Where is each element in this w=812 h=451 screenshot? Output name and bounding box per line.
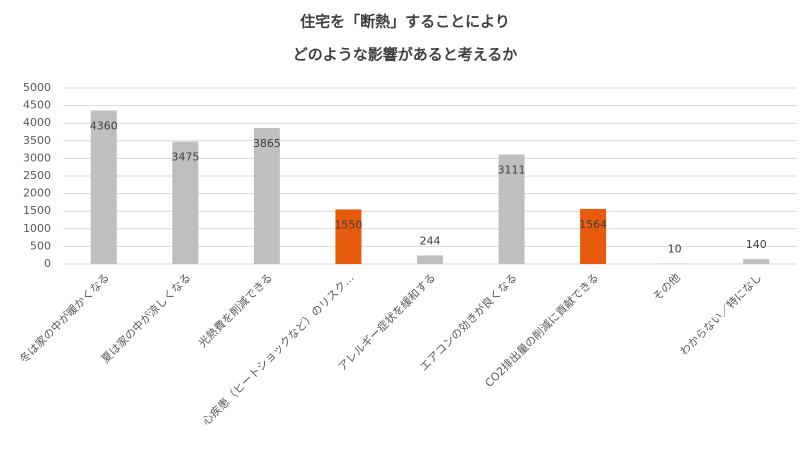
chart-title: どのような影響があると考えるか — [293, 46, 518, 64]
data-label: 10 — [668, 243, 682, 256]
y-tick-label: 2000 — [23, 187, 51, 200]
y-tick-label: 5000 — [23, 81, 51, 94]
data-label: 244 — [420, 234, 441, 247]
y-tick-label: 4000 — [23, 116, 51, 129]
x-tick-label: 冬は家の中が暖かくなる — [17, 270, 112, 365]
bar — [90, 110, 117, 264]
y-tick-label: 0 — [44, 257, 51, 270]
x-tick-label: 光熱費を削減できる — [195, 270, 275, 350]
bar — [172, 141, 199, 264]
data-label: 3111 — [498, 163, 526, 176]
data-label: 3865 — [253, 137, 281, 150]
y-tick-label: 3000 — [23, 151, 51, 164]
bar — [580, 208, 607, 264]
data-label: 3475 — [171, 151, 199, 164]
data-label: 4360 — [90, 120, 118, 133]
y-tick-label: 500 — [30, 239, 51, 252]
x-tick-label: その他 — [650, 271, 683, 304]
data-label: 140 — [746, 238, 767, 251]
y-tick-label: 4500 — [23, 99, 51, 112]
data-label: 1564 — [579, 218, 607, 231]
y-tick-label: 3500 — [23, 134, 51, 147]
x-tick-label: 夏は家の中が涼しくなる — [98, 270, 193, 365]
bar — [417, 255, 443, 264]
bar — [498, 154, 525, 264]
y-tick-label: 2500 — [23, 169, 51, 182]
chart-title: 住宅を「断熱」することにより — [300, 13, 510, 31]
x-tick-label: わからない／特になし — [677, 270, 765, 358]
data-label: 1550 — [334, 218, 362, 231]
bar — [335, 209, 362, 264]
bar — [253, 127, 280, 265]
bar — [743, 259, 770, 264]
y-tick-label: 1000 — [23, 222, 51, 235]
y-tick-label: 1500 — [23, 204, 51, 217]
x-tick-label: 心疾患（ヒートショックなど）のリスク… — [199, 270, 357, 428]
